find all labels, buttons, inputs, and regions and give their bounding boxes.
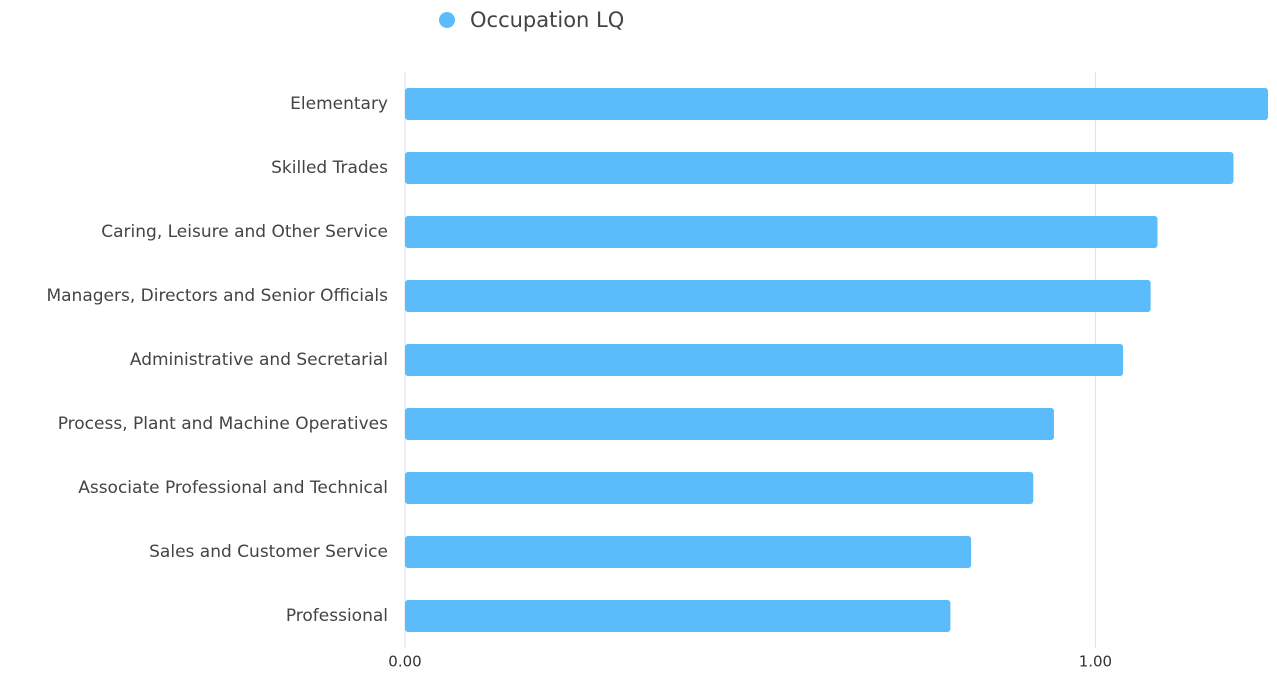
y-tick-label: Caring, Leisure and Other Service [101,222,388,242]
bar [405,408,1054,440]
y-tick-label: Managers, Directors and Senior Officials [46,286,388,306]
x-tick-label: 0.00 [388,653,421,671]
legend-marker [439,12,455,28]
y-tick-label: Process, Plant and Machine Operatives [58,414,388,434]
y-tick-label: Elementary [290,94,388,114]
legend-label: Occupation LQ [470,8,624,32]
y-tick-label: Associate Professional and Technical [78,478,388,498]
x-tick-label: 1.00 [1079,653,1112,671]
bar [405,216,1158,248]
bar [405,536,972,568]
y-tick-label: Professional [286,606,388,626]
bar [405,344,1124,376]
bar [405,280,1151,312]
bar [405,600,951,632]
y-tick-label: Skilled Trades [271,158,388,178]
y-tick-label: Administrative and Secretarial [130,350,388,370]
y-tick-label: Sales and Customer Service [149,542,388,562]
bar [405,152,1234,184]
bar [405,88,1268,120]
bar [405,472,1034,504]
